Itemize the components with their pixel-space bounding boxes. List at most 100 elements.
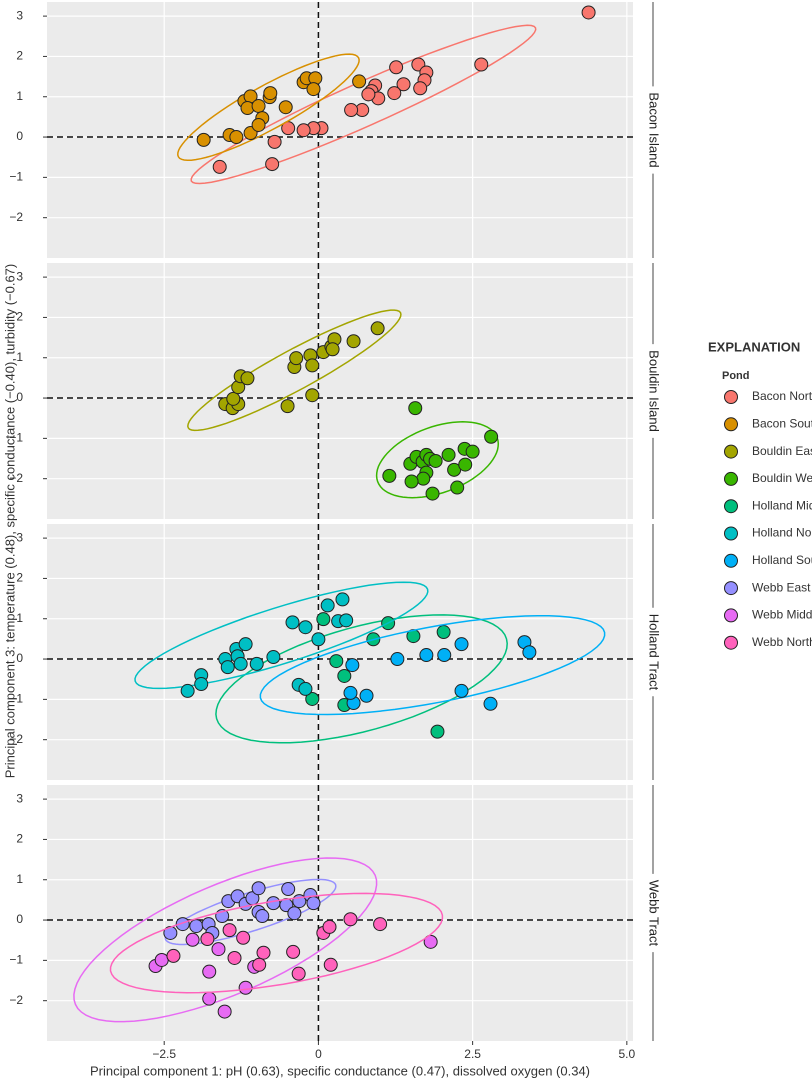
- point: [175, 917, 190, 932]
- x-tick-label: −2.5: [152, 1047, 176, 1061]
- point: [266, 896, 281, 911]
- point: [229, 130, 244, 145]
- y-tick-label: 0: [16, 390, 23, 404]
- point: [320, 598, 335, 613]
- point: [419, 648, 434, 663]
- point: [154, 952, 169, 967]
- point: [316, 612, 331, 627]
- point: [343, 685, 358, 700]
- legend-label: Bacon South: [752, 416, 812, 430]
- legend-label: Bouldin East: [752, 444, 812, 458]
- point: [390, 652, 405, 667]
- point: [212, 159, 227, 174]
- point: [286, 944, 301, 959]
- point: [581, 5, 596, 20]
- panel-label: Bacon Island: [647, 92, 662, 167]
- y-tick-label: −1: [9, 170, 23, 184]
- point: [200, 932, 215, 947]
- point: [202, 991, 217, 1006]
- point: [396, 77, 411, 92]
- x-tick-label: 2.5: [464, 1047, 481, 1061]
- point: [450, 480, 465, 495]
- point: [425, 486, 440, 501]
- point: [298, 681, 313, 696]
- point: [238, 980, 253, 995]
- point: [256, 945, 271, 960]
- point: [281, 882, 296, 897]
- point: [194, 677, 209, 692]
- panel-background: [47, 2, 633, 258]
- y-axis-label: Principal component 3: temperature (0.48…: [2, 264, 17, 779]
- point: [370, 321, 385, 336]
- legend-label: Bouldin West: [752, 471, 812, 485]
- point: [359, 688, 374, 703]
- point: [296, 123, 311, 138]
- point: [305, 358, 320, 373]
- point: [240, 371, 255, 386]
- legend-label: Holland North: [752, 526, 812, 540]
- point: [251, 99, 266, 114]
- confidence-ellipse: [190, 24, 537, 185]
- y-tick-label: 1: [16, 872, 23, 886]
- legend-label: Bacon North: [752, 389, 812, 403]
- confidence-ellipse: [215, 614, 508, 744]
- point: [222, 923, 237, 938]
- point: [329, 654, 344, 669]
- legend-subtitle: Pond: [722, 370, 750, 382]
- point: [352, 74, 367, 89]
- y-tick-label: 2: [16, 832, 23, 846]
- point: [458, 457, 473, 472]
- point: [389, 60, 404, 75]
- point: [474, 57, 489, 72]
- point: [298, 620, 313, 635]
- legend-marker: [724, 471, 738, 486]
- legend-label: Webb Middle: [752, 608, 812, 622]
- panel-background: [47, 785, 633, 1041]
- point: [185, 932, 200, 947]
- point: [416, 471, 431, 486]
- y-tick-label: −1: [9, 953, 23, 967]
- y-tick-label: −2: [9, 732, 23, 746]
- point: [265, 157, 280, 172]
- legend-marker: [724, 417, 738, 432]
- y-tick-label: 3: [16, 791, 23, 805]
- y-tick-label: −2: [9, 210, 23, 224]
- point: [346, 334, 361, 349]
- panel-background: [47, 263, 633, 519]
- legend-marker: [724, 526, 738, 541]
- point: [305, 388, 320, 403]
- point: [252, 957, 267, 972]
- point: [465, 444, 480, 459]
- point: [251, 881, 266, 896]
- point: [267, 134, 282, 149]
- point: [408, 401, 423, 416]
- y-tick-label: 1: [16, 350, 23, 364]
- point: [361, 87, 376, 102]
- point: [280, 399, 295, 414]
- point: [249, 656, 264, 671]
- panel-background: [47, 524, 633, 780]
- point: [236, 930, 251, 945]
- legend-marker: [724, 608, 738, 623]
- point: [285, 615, 300, 630]
- point: [211, 942, 226, 957]
- point: [522, 645, 537, 660]
- point: [339, 613, 354, 628]
- point: [335, 592, 350, 607]
- point: [287, 906, 302, 921]
- point: [454, 637, 469, 652]
- confidence-ellipse: [259, 614, 606, 716]
- panel-label: Bouldin Island: [647, 350, 662, 432]
- point: [163, 925, 178, 940]
- y-tick-label: 3: [16, 269, 23, 283]
- point: [337, 668, 352, 683]
- point: [189, 919, 204, 934]
- confidence-ellipse: [73, 857, 378, 1023]
- x-axis-label: Principal component 1: pH (0.63), specif…: [90, 1063, 590, 1078]
- legend-marker: [724, 390, 738, 404]
- point: [180, 683, 195, 698]
- legend-label: Holland Middle: [752, 498, 812, 512]
- y-tick-label: 1: [16, 611, 23, 625]
- point: [220, 660, 235, 675]
